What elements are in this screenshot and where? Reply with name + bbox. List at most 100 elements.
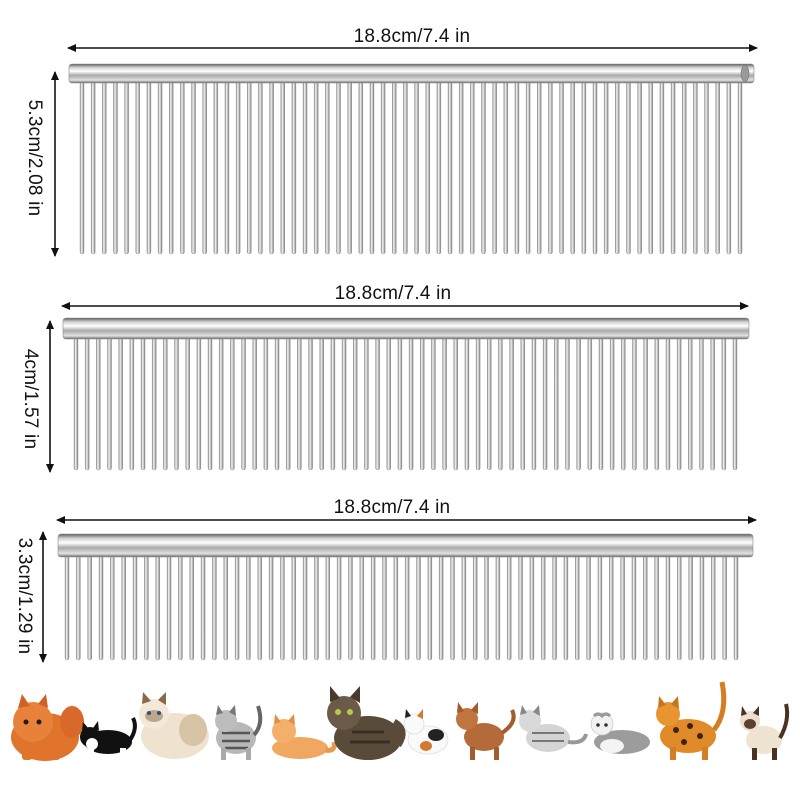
comb-tooth bbox=[670, 79, 676, 255]
comb-tooth bbox=[609, 553, 614, 661]
comb-tooth bbox=[392, 79, 397, 255]
comb-tooth bbox=[615, 79, 620, 255]
comb-tooth bbox=[597, 553, 603, 661]
comb-tooth bbox=[648, 79, 653, 255]
comb-tooth bbox=[737, 79, 743, 255]
comb-2 bbox=[46, 302, 750, 473]
comb-tooth bbox=[654, 553, 659, 661]
comb-tooth bbox=[241, 335, 246, 471]
comb-tooth bbox=[420, 335, 425, 471]
comb-1-height-label: 5.3cm/2.08 in bbox=[24, 99, 45, 217]
cat-bengal bbox=[656, 681, 727, 760]
comb-tooth bbox=[393, 553, 399, 661]
comb-tooth bbox=[336, 553, 342, 661]
comb-tooth bbox=[548, 79, 553, 255]
comb-tooth bbox=[76, 553, 81, 661]
comb-tooth bbox=[442, 335, 447, 471]
comb-tooth bbox=[191, 79, 196, 255]
comb-tooth bbox=[626, 79, 631, 255]
comb-tooth bbox=[96, 335, 101, 471]
comb-tooth bbox=[408, 335, 414, 471]
comb-2-width-label: 18.8cm/7.4 in bbox=[334, 283, 452, 304]
cat-maine-coon bbox=[327, 686, 406, 760]
comb-tooth bbox=[414, 79, 419, 255]
comb-tooth bbox=[84, 335, 90, 471]
comb-3-spine bbox=[57, 533, 754, 558]
comb-1-teeth bbox=[79, 79, 743, 255]
comb-tooth bbox=[87, 553, 92, 661]
comb-tooth bbox=[436, 79, 442, 255]
comb-tooth bbox=[325, 79, 330, 255]
comb-tooth bbox=[699, 553, 705, 661]
comb-tooth bbox=[268, 553, 274, 661]
comb-tooth bbox=[495, 553, 501, 661]
comb-tooth bbox=[258, 79, 263, 255]
comb-tooth bbox=[200, 553, 206, 661]
comb-tooth bbox=[525, 79, 531, 255]
comb-tooth bbox=[90, 79, 96, 255]
comb-tooth bbox=[135, 79, 140, 255]
comb-tooth bbox=[234, 553, 240, 661]
comb-tooth bbox=[382, 553, 387, 661]
comb-tooth bbox=[438, 553, 444, 661]
comb-tooth bbox=[620, 553, 625, 661]
comb-tooth bbox=[185, 335, 190, 471]
comb-tooth bbox=[280, 553, 285, 661]
comb-tooth bbox=[247, 79, 252, 255]
cats-strip bbox=[11, 681, 790, 761]
comb-tooth bbox=[531, 335, 537, 471]
comb-tooth bbox=[325, 553, 330, 661]
comb-tooth bbox=[565, 335, 570, 471]
comb-tooth bbox=[587, 335, 592, 471]
comb-tooth bbox=[458, 79, 464, 255]
comb-tooth bbox=[542, 335, 548, 471]
comb-tooth bbox=[235, 79, 241, 255]
comb-tooth bbox=[302, 79, 308, 255]
comb-3-teeth bbox=[64, 553, 739, 661]
comb-tooth bbox=[358, 79, 364, 255]
comb-tooth bbox=[174, 335, 179, 471]
comb-tooth bbox=[353, 335, 358, 471]
comb-tooth bbox=[603, 79, 609, 255]
comb-tooth bbox=[710, 335, 715, 471]
comb-tooth bbox=[113, 79, 118, 255]
cat-orange-tabby bbox=[272, 714, 337, 759]
comb-tooth bbox=[213, 79, 219, 255]
comb-tooth bbox=[427, 553, 433, 661]
comb-2-teeth bbox=[73, 335, 738, 471]
comb-tooth bbox=[110, 553, 115, 661]
comb-tooth bbox=[291, 553, 296, 661]
comb-tooth bbox=[157, 79, 163, 255]
comb-tooth bbox=[386, 335, 391, 471]
comb-tooth bbox=[73, 335, 79, 471]
comb-tooth bbox=[518, 553, 523, 661]
comb-tooth bbox=[302, 553, 308, 661]
comb-tooth bbox=[269, 79, 274, 255]
comb-tooth bbox=[643, 335, 648, 471]
comb-tooth bbox=[348, 553, 353, 661]
comb-1-spine bbox=[68, 63, 755, 84]
comb-tooth bbox=[291, 79, 297, 255]
comb-2-height-label: 4cm/1.57 in bbox=[20, 348, 41, 450]
comb-tooth bbox=[576, 335, 581, 471]
comb-tooth bbox=[473, 553, 478, 661]
cat-scottish-fold bbox=[590, 712, 650, 754]
comb-tooth bbox=[212, 553, 217, 661]
comb-tooth bbox=[541, 553, 546, 661]
comb-tooth bbox=[102, 79, 107, 255]
comb-tooth bbox=[676, 335, 682, 471]
comb-tooth bbox=[189, 553, 194, 661]
comb-tooth bbox=[223, 553, 228, 661]
comb-tooth bbox=[155, 553, 160, 661]
comb-tooth bbox=[252, 335, 257, 471]
comb-tooth bbox=[475, 335, 481, 471]
comb-tooth bbox=[397, 335, 403, 471]
comb-tooth bbox=[520, 335, 525, 471]
comb-tooth bbox=[632, 335, 637, 471]
comb-tooth bbox=[688, 553, 693, 661]
comb-tooth bbox=[453, 335, 458, 471]
comb-tooth bbox=[609, 335, 615, 471]
comb-tooth bbox=[202, 79, 207, 255]
comb-tooth bbox=[461, 553, 467, 661]
